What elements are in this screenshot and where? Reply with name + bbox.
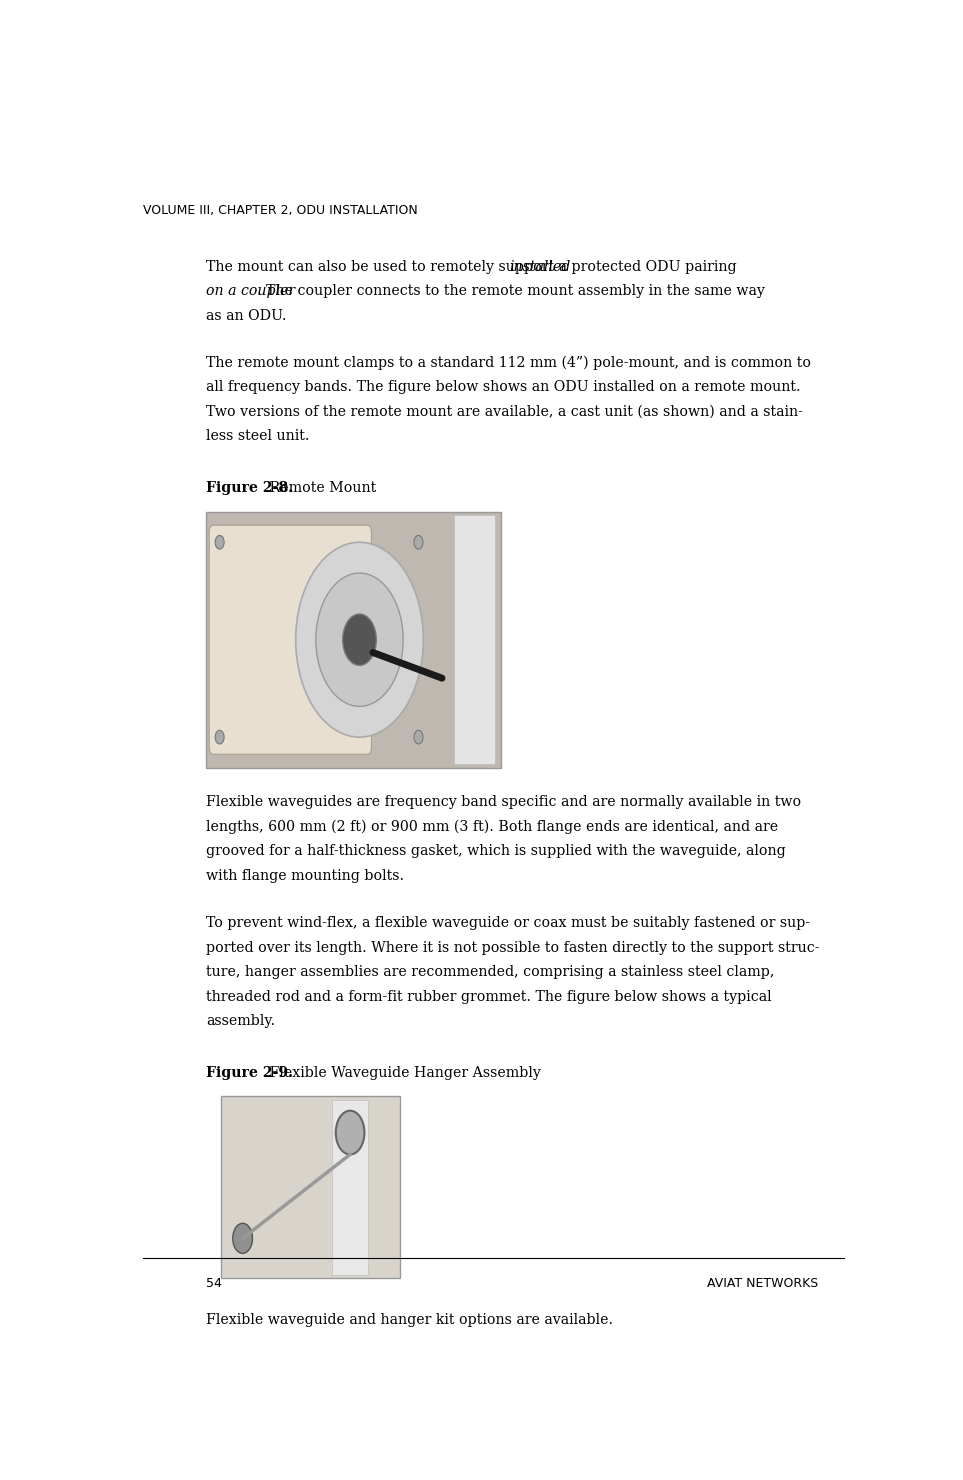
FancyBboxPatch shape: [209, 525, 372, 755]
Bar: [221, 1097, 401, 1279]
Text: Figure 2-8.: Figure 2-8.: [206, 481, 294, 496]
Text: all frequency bands. The figure below shows an ODU installed on a remote mount.: all frequency bands. The figure below sh…: [206, 380, 801, 395]
Circle shape: [336, 1110, 364, 1154]
Text: VOLUME III, CHAPTER 2, ODU INSTALLATION: VOLUME III, CHAPTER 2, ODU INSTALLATION: [143, 204, 418, 216]
Text: Flexible waveguide and hanger kit options are available.: Flexible waveguide and hanger kit option…: [206, 1313, 613, 1326]
Text: ture, hanger assemblies are recommended, comprising a stainless steel clamp,: ture, hanger assemblies are recommended,…: [206, 965, 774, 980]
Text: To prevent wind-flex, a flexible waveguide or coax must be suitably fastened or : To prevent wind-flex, a flexible wavegui…: [206, 916, 810, 929]
Circle shape: [215, 730, 224, 744]
Text: grooved for a half-thickness gasket, which is supplied with the waveguide, along: grooved for a half-thickness gasket, whi…: [206, 844, 786, 858]
Text: Two versions of the remote mount are available, a cast unit (as shown) and a sta: Two versions of the remote mount are ava…: [206, 406, 803, 419]
Text: AVIAT NETWORKS: AVIAT NETWORKS: [707, 1277, 819, 1289]
Circle shape: [215, 536, 224, 549]
Text: as an ODU.: as an ODU.: [206, 309, 287, 323]
Text: Figure 2-9.: Figure 2-9.: [206, 1066, 293, 1080]
Bar: [206, 512, 501, 768]
Circle shape: [343, 614, 377, 666]
Text: assembly.: assembly.: [206, 1014, 275, 1029]
Circle shape: [414, 730, 423, 744]
Text: on a coupler: on a coupler: [206, 284, 296, 297]
Text: installed: installed: [509, 259, 570, 274]
Text: lengths, 600 mm (2 ft) or 900 mm (3 ft). Both flange ends are identical, and are: lengths, 600 mm (2 ft) or 900 mm (3 ft).…: [206, 820, 778, 835]
Text: The mount can also be used to remotely support a protected ODU pairing: The mount can also be used to remotely s…: [206, 259, 742, 274]
Text: ported over its length. Where it is not possible to fasten directly to the suppo: ported over its length. Where it is not …: [206, 941, 820, 955]
Text: Flexible Waveguide Hanger Assembly: Flexible Waveguide Hanger Assembly: [266, 1066, 541, 1080]
Circle shape: [316, 573, 403, 706]
Circle shape: [414, 536, 423, 549]
Text: with flange mounting bolts.: with flange mounting bolts.: [206, 869, 404, 882]
Text: The remote mount clamps to a standard 112 mm (4”) pole-mount, and is common to: The remote mount clamps to a standard 11…: [206, 357, 811, 370]
Text: 54: 54: [206, 1277, 222, 1289]
Bar: [332, 1100, 368, 1276]
Circle shape: [296, 542, 424, 737]
Circle shape: [233, 1224, 252, 1254]
Text: less steel unit.: less steel unit.: [206, 429, 310, 444]
Text: Remote Mount: Remote Mount: [266, 481, 377, 496]
Text: . The coupler connects to the remote mount assembly in the same way: . The coupler connects to the remote mou…: [257, 284, 766, 297]
Bar: [454, 515, 495, 765]
Text: threaded rod and a form-fit rubber grommet. The figure below shows a typical: threaded rod and a form-fit rubber gromm…: [206, 990, 771, 1003]
Text: Flexible waveguides are frequency band specific and are normally available in tw: Flexible waveguides are frequency band s…: [206, 795, 801, 810]
